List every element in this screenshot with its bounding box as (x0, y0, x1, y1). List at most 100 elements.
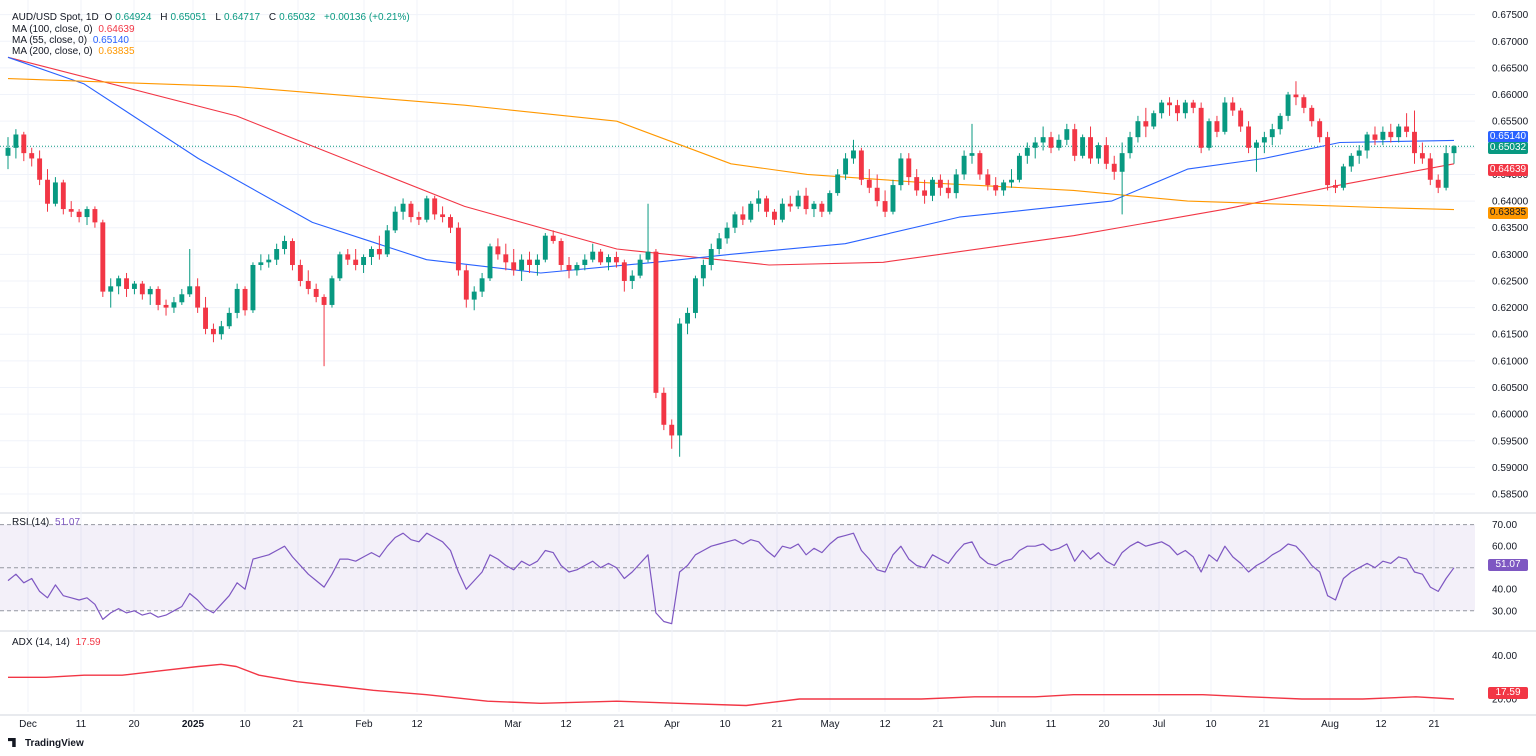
candle-body (116, 278, 122, 287)
price-tick-label: 0.67000 (1492, 37, 1529, 48)
tradingview-logo-icon (8, 738, 16, 747)
price-tick-label: 0.65500 (1492, 117, 1529, 128)
candle-body (1246, 126, 1252, 148)
candle-body (1088, 137, 1093, 159)
ma200-legend: MA (200, close, 0) 0.63835 (12, 46, 138, 57)
candle-body (993, 185, 999, 191)
candle-body (645, 251, 651, 260)
candle-body (1269, 129, 1275, 138)
adx-tick-label: 20.00 (1492, 695, 1517, 706)
date-tick-label: 21 (932, 719, 944, 730)
ma55-value: 0.65140 (92, 35, 129, 46)
candle-body (195, 286, 201, 308)
candle-body (661, 392, 667, 425)
candle-body (1238, 110, 1244, 127)
candle-body (724, 227, 730, 239)
price-tick-label: 0.61500 (1492, 330, 1529, 341)
candle-body (471, 291, 477, 300)
high-value: 0.65051 (170, 12, 207, 23)
price-tick-label: 0.62000 (1492, 303, 1529, 314)
candle-body (1111, 163, 1117, 172)
candle-body (898, 158, 904, 186)
candle-body (835, 174, 841, 194)
candle-body (677, 323, 683, 436)
candle-body (1095, 145, 1101, 159)
candle-body (266, 259, 272, 263)
price-tick-label: 0.58500 (1492, 490, 1529, 501)
candle-body (84, 209, 90, 218)
candle-body (511, 262, 517, 271)
candle-body (353, 259, 359, 265)
last-price-tag: 0.65032 (1488, 142, 1528, 154)
candle-body (155, 288, 161, 305)
candles (5, 81, 1457, 457)
date-tick-label: 21 (771, 719, 783, 730)
candle-body (566, 264, 572, 271)
ma100-legend: MA (100, close, 0) 0.64639 (12, 24, 138, 35)
candle-body (906, 158, 912, 178)
candle-body (108, 286, 114, 292)
candle-body (1293, 94, 1299, 98)
candle-body (1064, 129, 1070, 140)
candle-body (1451, 146, 1457, 154)
candle-body (1143, 121, 1149, 127)
candle-body (203, 307, 208, 329)
candle-body (76, 211, 82, 218)
candle-body (1135, 121, 1141, 138)
date-tick-label: 21 (1258, 719, 1270, 730)
candle-body (598, 251, 604, 263)
candle-body (92, 209, 98, 223)
candle-body (1325, 137, 1331, 186)
rsi-legend: RSI (14) 51.07 (12, 517, 83, 528)
date-tick-label: Aug (1321, 719, 1339, 730)
candle-body (218, 326, 224, 335)
candle-body (740, 214, 746, 220)
price-tick-label: 0.59000 (1492, 463, 1529, 474)
candle-body (479, 278, 485, 292)
ma200-label: MA (200, close, 0) (12, 46, 93, 57)
candle-body (756, 198, 762, 204)
candle-body (440, 214, 446, 218)
candle-body (606, 257, 611, 263)
candle-body (653, 251, 659, 393)
candle-body (100, 222, 106, 292)
candle-body (1024, 147, 1030, 156)
candle-body (930, 179, 935, 196)
close-value: 0.65032 (279, 12, 316, 23)
candle-body (163, 304, 169, 308)
candle-body (1032, 142, 1038, 148)
price-tick-label: 0.64000 (1492, 197, 1529, 208)
candle-body (1261, 137, 1267, 143)
candle-body (448, 217, 453, 228)
candle-body (131, 283, 137, 289)
candle-body (779, 203, 785, 220)
candle-body (542, 235, 548, 260)
candle-body (629, 275, 635, 281)
tradingview-branding[interactable]: TradingView (8, 738, 84, 749)
symbol-label: AUD/USD Spot, 1D (12, 12, 99, 23)
candle-body (685, 312, 690, 324)
candle-body (1254, 142, 1259, 148)
candle-body (550, 235, 556, 242)
candle-body (345, 254, 351, 260)
candle-body (432, 198, 438, 215)
change-value: +0.00136 (+0.21%) (324, 12, 410, 23)
ma-line (7, 56, 1455, 274)
candle-body (226, 312, 232, 327)
candle-body (376, 249, 382, 255)
candle-body (748, 203, 754, 220)
candle-body (1301, 97, 1307, 108)
rsi-line (7, 532, 1455, 625)
ma-line (7, 56, 1455, 266)
date-tick-label: Mar (504, 719, 522, 730)
rsi-pane (0, 524, 1475, 625)
date-tick-label: 20 (1098, 719, 1110, 730)
candle-body (1214, 121, 1220, 132)
candle-body (37, 158, 43, 180)
candle-body (692, 278, 698, 313)
open-value: 0.64924 (115, 12, 152, 23)
price-tick-label: 0.60000 (1492, 410, 1529, 421)
candle-body (274, 249, 280, 260)
adx-value-tag: 17.59 (1488, 687, 1528, 699)
